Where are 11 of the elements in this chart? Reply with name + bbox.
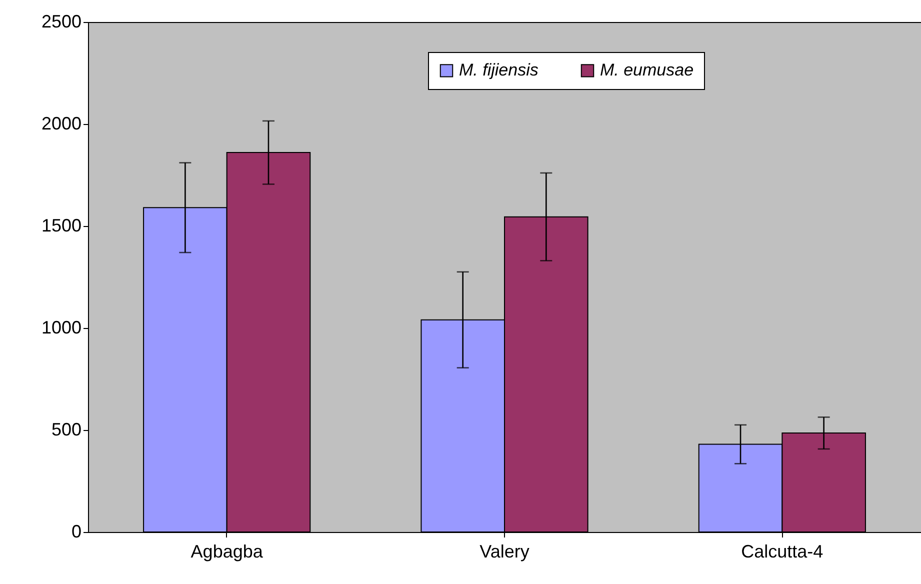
legend-label: M. fijiensis bbox=[459, 60, 539, 80]
y-tick-label: 1000 bbox=[41, 318, 82, 338]
legend-label: M. eumusae bbox=[600, 60, 694, 80]
x-tick-label: Calcutta-4 bbox=[741, 542, 824, 562]
y-tick-label: 500 bbox=[51, 420, 82, 440]
x-tick-label: Agbagba bbox=[190, 542, 264, 562]
y-tick-label: 2000 bbox=[41, 114, 82, 134]
x-tick-label: Valery bbox=[480, 542, 530, 562]
y-tick-label: 2500 bbox=[41, 12, 82, 32]
y-tick-label: 0 bbox=[71, 522, 82, 542]
y-tick-label: 1500 bbox=[41, 216, 82, 236]
